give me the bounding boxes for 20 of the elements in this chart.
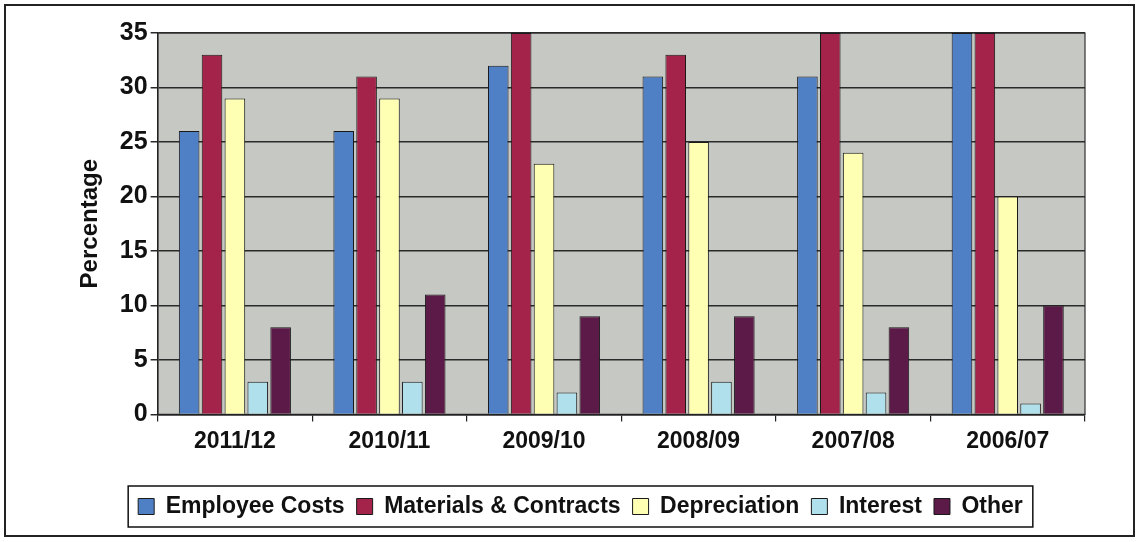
legend-label: Depreciation [660, 491, 800, 518]
y-tick-label: 15 [119, 234, 148, 263]
y-tick-label: 30 [119, 71, 148, 100]
y-tick-label: 0 [133, 398, 148, 427]
y-tick-label: 5 [133, 343, 148, 372]
x-tick-label: 2007/08 [811, 426, 895, 453]
legend-label: Materials & Contracts [384, 491, 621, 518]
x-tick-label: 2006/07 [966, 426, 1050, 453]
x-tick-label: 2008/09 [657, 426, 741, 453]
legend-label: Interest [838, 491, 923, 518]
y-axis-title: Percentage [75, 159, 103, 289]
x-tick-label: 2010/11 [348, 426, 431, 453]
y-tick-label: 25 [119, 125, 148, 154]
x-tick-label: 2011/12 [193, 426, 276, 453]
y-tick-label: 20 [119, 180, 148, 209]
legend-label: Other [961, 491, 1023, 518]
legend-label: Employee Costs [165, 491, 345, 518]
y-tick-label: 10 [119, 289, 148, 318]
y-tick-label: 35 [119, 16, 148, 45]
x-tick-label: 2009/10 [502, 426, 586, 453]
